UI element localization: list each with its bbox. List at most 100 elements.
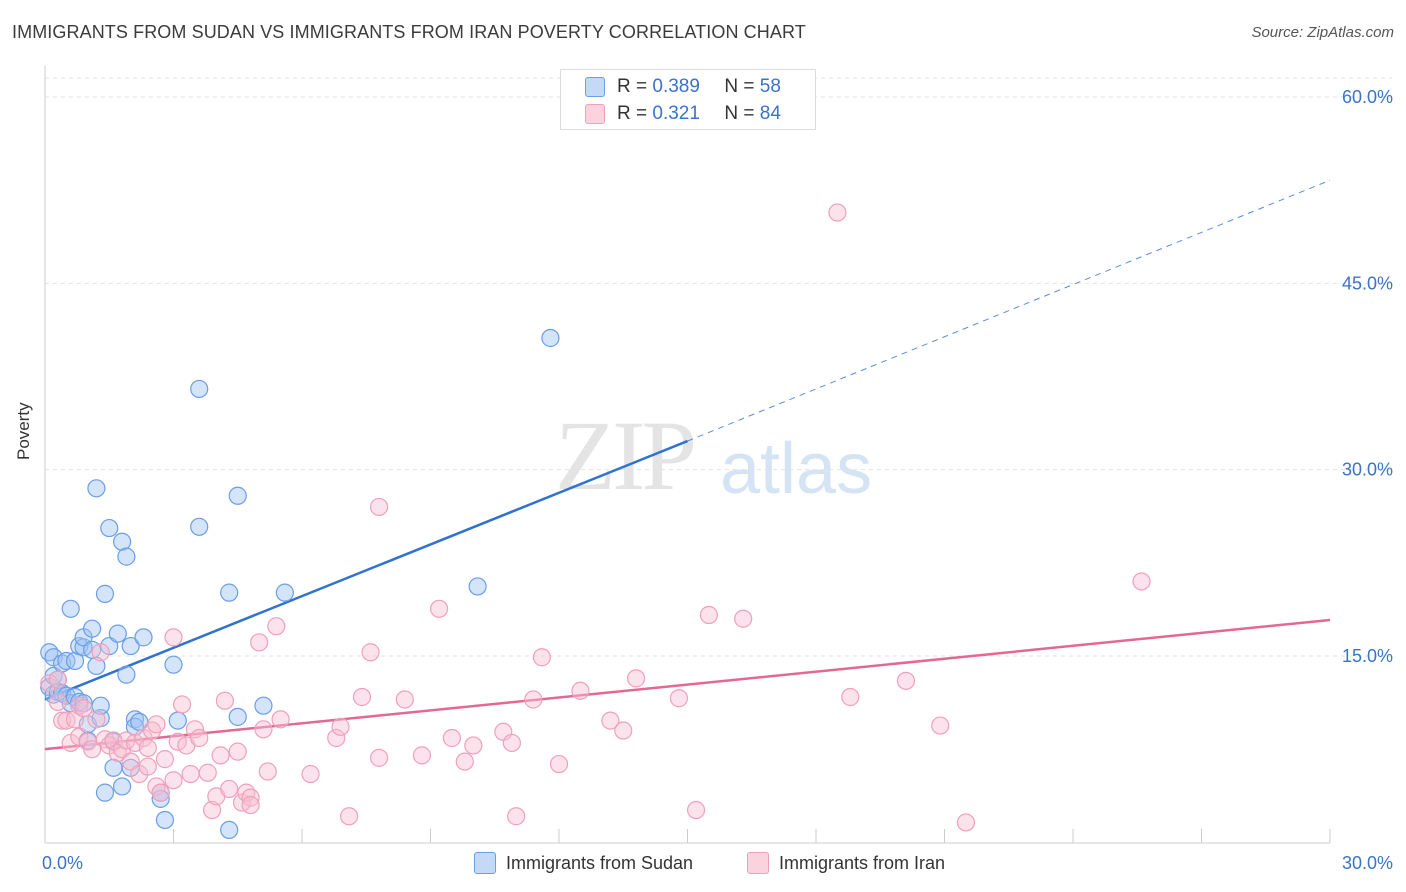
point-iran — [507, 807, 526, 826]
trend-line-sudan — [44, 439, 688, 701]
point-sudan — [112, 532, 132, 551]
point-sudan — [95, 783, 115, 802]
point-sudan — [220, 820, 239, 840]
point-sudan — [220, 583, 239, 602]
point-sudan — [155, 810, 175, 830]
point-iran — [734, 609, 753, 628]
bottom-legend-swatch-iran — [747, 852, 769, 874]
point-sudan — [121, 636, 140, 656]
legend-row-sudan: R = 0.389 N = 58 — [585, 74, 781, 100]
point-iran — [83, 740, 102, 759]
bottom-legend-label-iran: Immigrants from Iran — [779, 852, 946, 873]
point-iran — [669, 689, 689, 708]
point-iran — [48, 670, 67, 689]
point-iran — [502, 733, 521, 753]
point-sudan — [134, 628, 153, 647]
point-iran — [442, 728, 462, 748]
point-sudan — [228, 486, 247, 505]
gridlines — [45, 77, 1392, 657]
legend-row-iran: R = 0.321 N = 84 — [585, 101, 781, 127]
chart-title: IMMIGRANTS FROM SUDAN VS IMMIGRANTS FROM… — [12, 22, 806, 42]
point-iran — [147, 715, 166, 734]
point-iran — [250, 633, 269, 652]
watermark-atlas: atlas — [720, 429, 873, 509]
point-iran — [181, 764, 200, 784]
point-iran — [138, 738, 157, 758]
point-iran — [74, 699, 93, 718]
point-iran — [241, 795, 260, 815]
point-sudan — [117, 665, 136, 684]
point-iran — [931, 716, 950, 735]
legend-n-value-iran: 84 — [759, 103, 781, 124]
point-sudan — [87, 656, 106, 676]
point-sudan — [83, 619, 102, 638]
axes — [44, 66, 1331, 844]
point-iran — [164, 771, 183, 790]
point-iran — [172, 695, 192, 714]
legend-r-label: R = — [617, 103, 648, 124]
point-iran — [151, 783, 170, 802]
point-iran — [301, 764, 320, 784]
point-iran — [215, 691, 234, 710]
point-iran — [352, 687, 372, 707]
trend-line-sudan-extension — [687, 179, 1331, 442]
point-sudan — [61, 599, 80, 618]
point-sudan — [275, 583, 294, 602]
bottom-legend-sudan: Immigrants from Sudan — [474, 852, 693, 874]
legend-r-value-iran: 0.321 — [652, 103, 700, 124]
legend-swatch-sudan — [585, 77, 605, 97]
legend-r-value-sudan: 0.389 — [652, 76, 700, 97]
x-tick-label: 30.0% — [1342, 853, 1393, 873]
point-iran — [164, 628, 183, 647]
legend-n-label: N = — [724, 103, 755, 124]
point-iran — [524, 690, 543, 709]
point-sudan — [168, 711, 187, 730]
point-iran — [48, 692, 67, 712]
point-iran — [121, 752, 140, 771]
point-sudan — [541, 328, 560, 348]
point-iran — [841, 687, 860, 707]
point-iran — [455, 752, 474, 771]
point-iran — [370, 748, 389, 767]
x-tick-label: 0.0% — [42, 853, 83, 873]
point-sudan — [117, 547, 136, 566]
legend-n-value-sudan: 58 — [759, 76, 781, 97]
point-iran — [254, 720, 273, 739]
point-iran — [327, 728, 346, 748]
point-iran — [549, 754, 569, 774]
point-iran — [228, 742, 247, 761]
point-sudan — [190, 379, 209, 399]
point-iran — [571, 681, 590, 700]
point-sudan — [87, 479, 106, 498]
point-iran — [896, 671, 916, 690]
point-iran — [70, 727, 89, 746]
point-iran — [211, 746, 230, 765]
point-iran — [331, 717, 350, 736]
point-iran — [956, 813, 976, 832]
bottom-legend-swatch-sudan — [474, 852, 496, 874]
bottom-legend-iran: Immigrants from Iran — [747, 852, 945, 874]
watermark-zip: ZIP — [555, 400, 697, 511]
point-iran — [155, 750, 175, 769]
point-sudan — [254, 696, 273, 715]
point-iran — [686, 800, 706, 820]
point-iran — [1132, 572, 1151, 591]
point-iran — [258, 762, 277, 781]
point-iran — [271, 710, 290, 729]
legend-n-label: N = — [724, 76, 755, 97]
chart-source: Source: ZipAtlas.com — [1251, 24, 1394, 41]
legend-r-label: R = — [617, 76, 648, 97]
correlation-legend: R = 0.389 N = 58 R = 0.321 N = 84 — [560, 69, 816, 130]
point-iran — [464, 736, 483, 755]
data-points — [40, 203, 1151, 840]
point-iran — [395, 690, 414, 709]
point-iran — [241, 788, 260, 807]
point-iran — [190, 728, 209, 748]
tick-labels: 15.0% 30.0% 45.0% 60.0% 0.0% 30.0% — [42, 87, 1393, 873]
point-iran — [185, 720, 205, 739]
point-iran — [532, 648, 551, 667]
point-sudan — [65, 651, 85, 671]
point-iran — [198, 763, 217, 782]
trend-lines — [44, 179, 1331, 751]
